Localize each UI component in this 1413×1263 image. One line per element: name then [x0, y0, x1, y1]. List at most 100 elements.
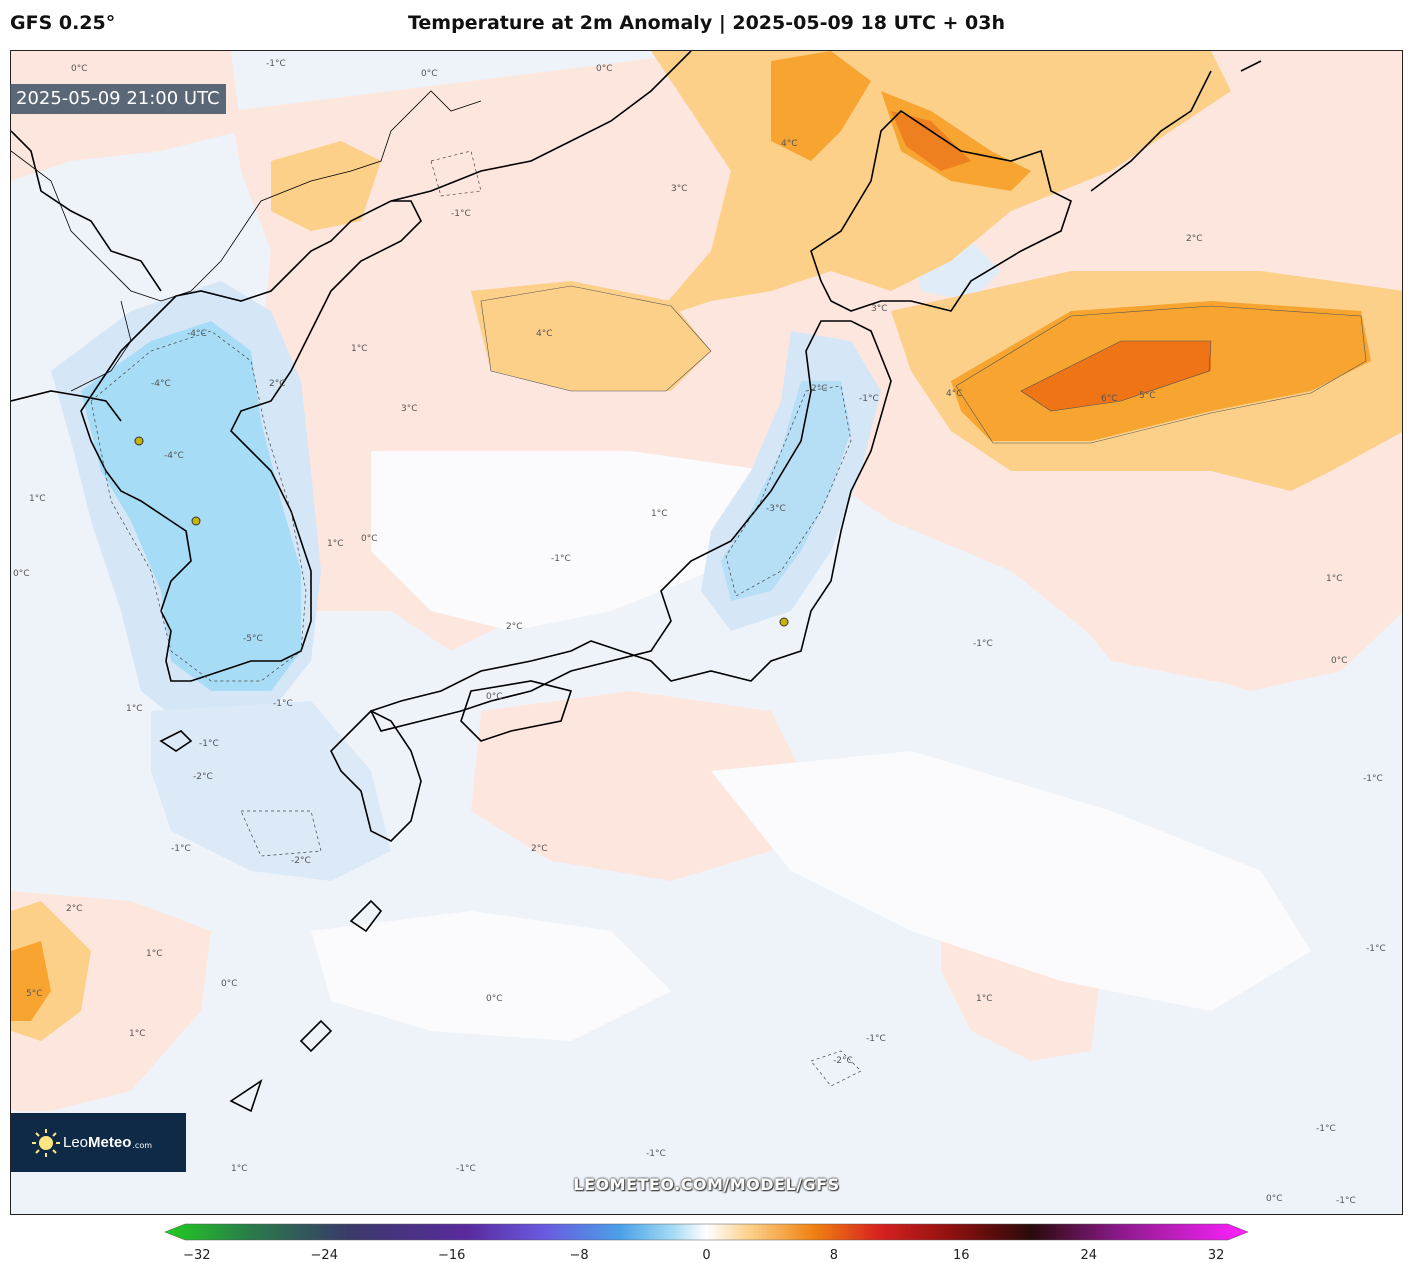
contour-label: -1°C — [273, 699, 293, 709]
contour-label: -1°C — [859, 394, 879, 404]
neutral-band — [371, 451, 811, 631]
contour-label: -5°C — [243, 634, 263, 644]
neutral-band — [311, 911, 671, 1041]
contour-label: 4°C — [781, 139, 798, 149]
colorbar — [164, 1223, 1249, 1241]
colorbar-tick-label: 0 — [702, 1248, 711, 1263]
contour-label: 1°C — [146, 949, 163, 959]
leometeo-logo[interactable]: LeoMeteo .com — [11, 1113, 186, 1172]
contour-label: -1°C — [1366, 944, 1386, 954]
contour-label: 1°C — [129, 1029, 146, 1039]
contour-label: 0°C — [421, 69, 438, 79]
map-panel[interactable]: 0°C -1°C 0°C 0°C 4°C 3°C -1°C 2°C -4°C 4… — [10, 50, 1403, 1215]
contour-label: -4°C — [151, 379, 171, 389]
contour-label: 1°C — [126, 704, 143, 714]
contour-label: 2°C — [1186, 234, 1203, 244]
warm-anomaly-area — [771, 51, 871, 161]
contour-label: 0°C — [1331, 656, 1348, 666]
contour-label: -1°C — [646, 1149, 666, 1159]
contour-label: 1°C — [29, 494, 46, 504]
positive-anomaly-area — [1071, 591, 1341, 681]
contour-label: 0°C — [596, 64, 613, 74]
anomaly-map: 0°C -1°C 0°C 0°C 4°C 3°C -1°C 2°C -4°C 4… — [11, 51, 1402, 1214]
contour-label: 2°C — [66, 904, 83, 914]
sun-icon — [32, 1128, 60, 1157]
contour-label: -3°C — [766, 504, 786, 514]
contour-label: 1°C — [651, 509, 668, 519]
contour-label: -1°C — [973, 639, 993, 649]
station-marker[interactable] — [779, 617, 789, 627]
station-marker[interactable] — [191, 516, 201, 526]
contour-label: 5°C — [26, 989, 43, 999]
neutral-band — [711, 751, 1311, 1011]
contour-label: -1°C — [199, 739, 219, 749]
contour-labels: 0°C -1°C 0°C 0°C 4°C 3°C -1°C 2°C -4°C 4… — [13, 59, 1386, 1206]
map-title: Temperature at 2m Anomaly | 2025-05-09 1… — [407, 12, 1006, 34]
contour-label: -1°C — [866, 1034, 886, 1044]
colorbar-tick-label: 32 — [1207, 1248, 1225, 1263]
contour-label: 1°C — [976, 994, 993, 1004]
contour-label: 2°C — [531, 844, 548, 854]
logo-suffix: .com — [132, 1141, 153, 1150]
contour-label: -1°C — [171, 844, 191, 854]
warm-anomaly-area — [271, 141, 381, 231]
colorbar-tick-label: 24 — [1080, 1248, 1098, 1263]
negative-anomaly-area — [81, 321, 301, 691]
positive-contours — [480, 285, 1367, 444]
warm-anomaly-area — [471, 281, 711, 391]
contour-label: -4°C — [164, 451, 184, 461]
warm-anomaly-area — [1021, 341, 1211, 411]
warm-anomaly-area — [11, 941, 51, 1021]
colorbar-tick-label: 8 — [829, 1248, 839, 1263]
contour-label: 3°C — [671, 184, 688, 194]
contour-label: -4°C — [187, 329, 207, 339]
borders — [11, 90, 482, 392]
contour-label: 2°C — [811, 384, 828, 394]
contour-label: 2°C — [269, 379, 286, 389]
negative-anomaly-area — [721, 381, 851, 601]
model-label: GFS 0.25° — [10, 12, 116, 34]
warm-anomaly-area — [881, 91, 1031, 191]
colorbar-tick-label: −8 — [569, 1248, 589, 1263]
source-watermark: LEOMETEO.COM/MODEL/GFS — [573, 1175, 840, 1194]
contour-label: -1°C — [1316, 1124, 1336, 1134]
contour-label: -1°C — [1363, 774, 1383, 784]
colorbar-tick-label: −32 — [183, 1248, 211, 1263]
contour-label: 1°C — [327, 539, 344, 549]
valid-time-badge: 2025-05-09 21:00 UTC — [10, 84, 226, 114]
logo-text: LeoMeteo — [63, 1134, 132, 1151]
station-marker[interactable] — [134, 436, 144, 446]
contour-label: -1°C — [456, 1164, 476, 1174]
positive-anomaly-area — [471, 691, 801, 881]
contour-label: -1°C — [451, 209, 471, 219]
colorbar-tick-label: 16 — [953, 1248, 970, 1263]
contour-label: 1°C — [1326, 574, 1343, 584]
contour-label: -1°C — [266, 59, 286, 69]
contour-label: 4°C — [946, 389, 963, 399]
contour-label: 3°C — [401, 404, 418, 414]
warm-anomaly-area — [891, 111, 971, 171]
station-markers — [134, 436, 789, 627]
colorbar-tick-label: −16 — [437, 1248, 466, 1263]
contour-label: 0°C — [1266, 1194, 1283, 1204]
contour-label: 0°C — [361, 534, 378, 544]
contour-label: 5°C — [1139, 391, 1156, 401]
colorbar-gradient — [164, 1223, 1249, 1241]
contour-label: 0°C — [486, 994, 503, 1004]
contour-label: -2°C — [193, 772, 213, 782]
contour-label: 1°C — [351, 344, 368, 354]
contour-label: 2°C — [506, 622, 523, 632]
warm-anomaly-area — [1121, 51, 1211, 121]
contour-label: -2°C — [291, 856, 311, 866]
contour-label: -1°C — [1336, 1196, 1356, 1206]
contour-label: 0°C — [221, 979, 238, 989]
contour-label: -2°C — [833, 1056, 853, 1066]
positive-anomaly-area — [11, 51, 241, 181]
contour-label: 0°C — [71, 64, 88, 74]
negative-contours — [90, 150, 862, 1087]
contour-label: 0°C — [13, 569, 30, 579]
contour-label: 0°C — [486, 692, 503, 702]
contour-label: 1°C — [231, 1164, 248, 1174]
colorbar-tick-label: −24 — [310, 1248, 338, 1263]
contour-label: 4°C — [536, 329, 553, 339]
